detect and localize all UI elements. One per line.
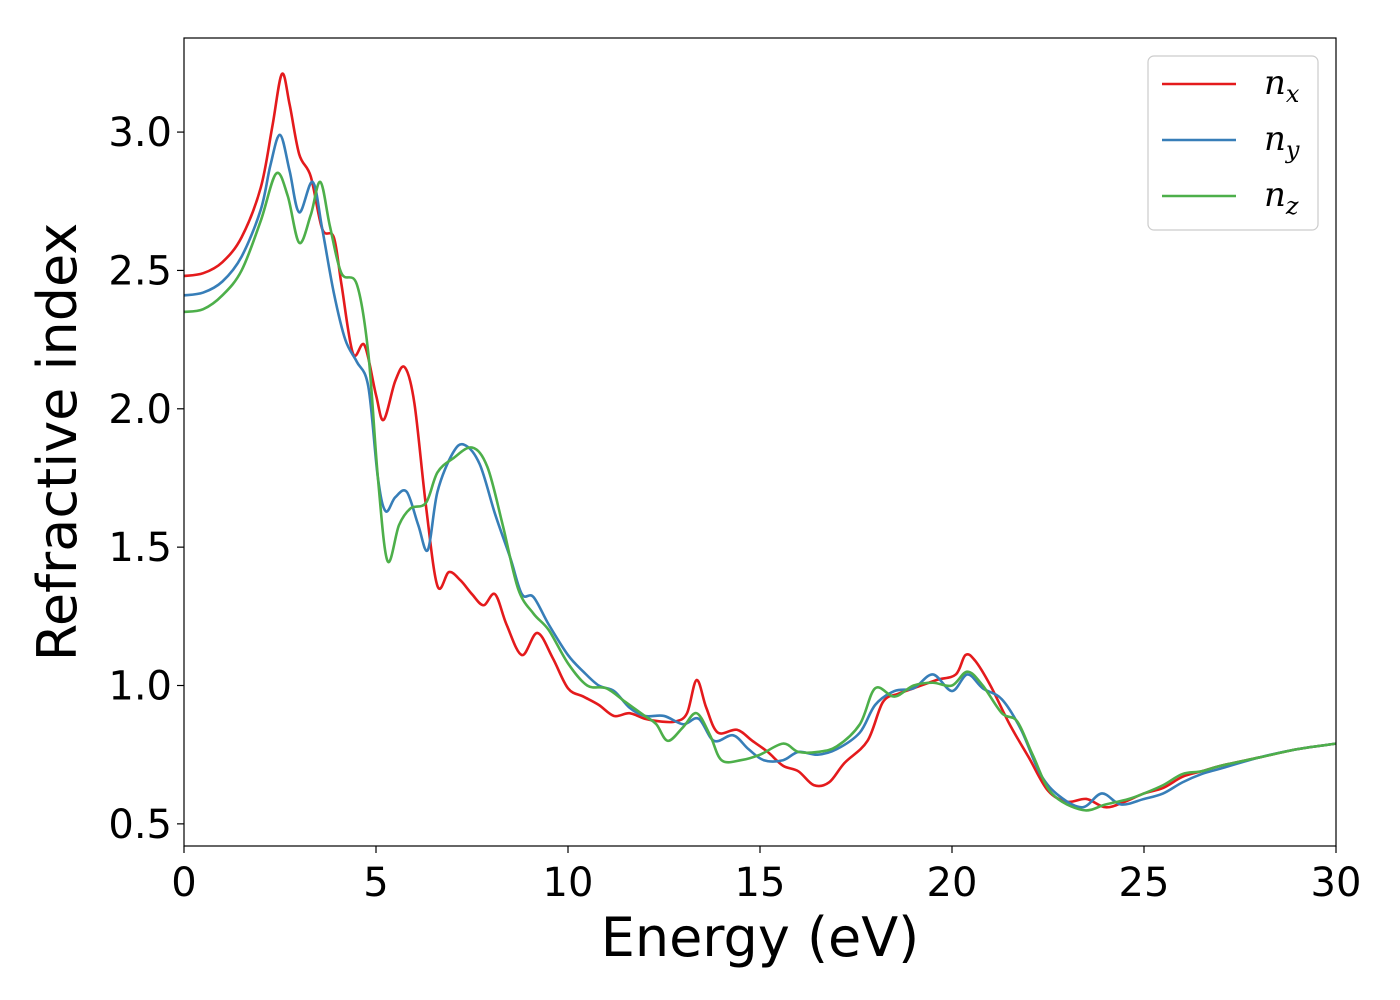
- x-tick-label: 30: [1311, 860, 1362, 906]
- series-layer: [184, 72, 1336, 812]
- legend-label: ny: [1264, 119, 1300, 164]
- legend-label-main: n: [1264, 175, 1286, 215]
- x-axis-title: Energy (eV): [601, 906, 920, 969]
- x-tick-label: 20: [927, 860, 978, 906]
- y-tick-label: 1.5: [108, 525, 172, 571]
- x-tick-label: 15: [735, 860, 786, 906]
- x-tick-label: 0: [171, 860, 196, 906]
- series-line-n-y: [184, 133, 1336, 809]
- y-tick-label: 3.0: [108, 110, 172, 156]
- legend-label-main: n: [1264, 63, 1286, 103]
- x-tick-label: 5: [363, 860, 388, 906]
- x-tick-label: 25: [1119, 860, 1170, 906]
- legend-label-main: n: [1264, 119, 1286, 159]
- series-line-n-z: [184, 171, 1336, 812]
- legend-label-sub: y: [1285, 136, 1300, 164]
- y-axis: 0.5 1.0 1.5 2.0 2.5 3.0: [108, 110, 184, 848]
- y-tick-label: 2.0: [108, 387, 172, 433]
- x-tick-label: 10: [543, 860, 594, 906]
- series-line-n-x: [184, 72, 1336, 809]
- y-tick-label: 1.0: [108, 664, 172, 710]
- y-tick-label: 2.5: [108, 248, 172, 294]
- legend-label-sub: z: [1285, 192, 1299, 220]
- x-axis: 0 5 10 15 20 25 30: [171, 846, 1361, 906]
- y-tick-label: 0.5: [108, 802, 172, 848]
- y-axis-title: Refractive index: [26, 223, 89, 662]
- legend-label-sub: x: [1286, 80, 1300, 108]
- legend-label: nx: [1264, 63, 1300, 108]
- legend-box: [1147, 55, 1319, 231]
- legend-label: nz: [1264, 175, 1299, 220]
